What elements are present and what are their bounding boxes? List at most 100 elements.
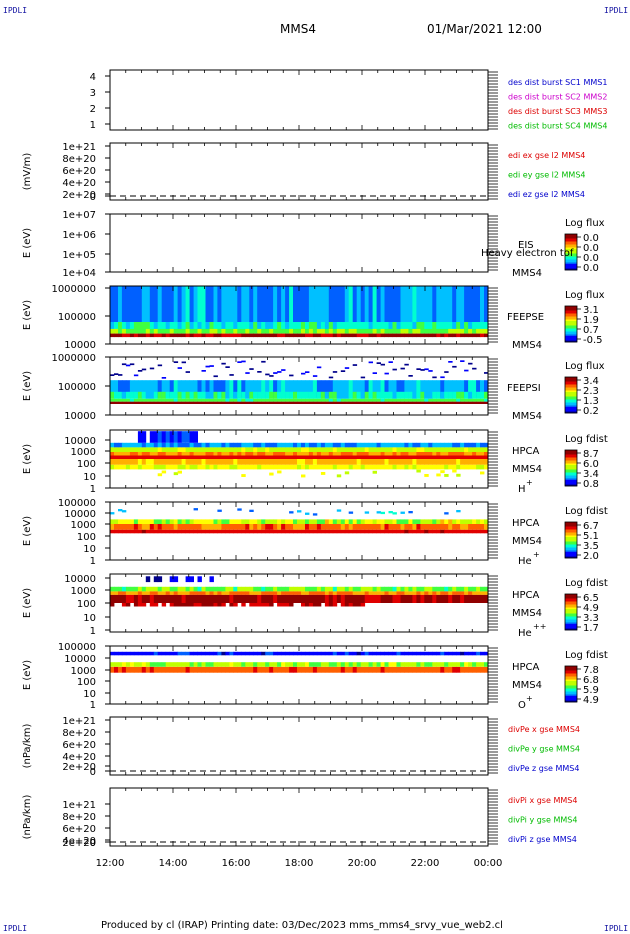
spectrogram-cell <box>308 322 314 329</box>
spectrogram-cell <box>448 401 453 404</box>
spectrogram-cell <box>133 586 139 592</box>
spectrogram-cell <box>161 391 167 399</box>
spectrogram-cell <box>137 603 143 607</box>
spectrogram-cell <box>424 391 429 399</box>
spectrogram-cell <box>213 398 218 402</box>
spacecraft-label: MMS4 <box>512 411 542 422</box>
spectrogram-cell <box>464 519 469 524</box>
spectrogram-cell <box>404 464 409 470</box>
spectrogram-cell <box>460 591 465 595</box>
spectrogram-cell <box>129 286 135 322</box>
spectrogram-cell <box>269 594 274 603</box>
spectrogram-cell <box>324 464 330 470</box>
spectrogram-cell <box>312 594 318 603</box>
corner-label-top-left: IPDLI <box>3 6 28 15</box>
spectrogram-cell <box>408 464 413 470</box>
spectrogram-cell <box>118 401 123 404</box>
spectrogram-cell <box>372 586 377 592</box>
spectrogram-cell <box>281 586 286 592</box>
spectrogram-cell <box>125 455 131 459</box>
spectrogram-cell <box>289 519 294 524</box>
spectrogram-cell <box>281 333 286 338</box>
spectrogram-cell <box>273 452 278 456</box>
spectrogram-cell <box>121 464 127 470</box>
spectrogram-cell <box>396 286 401 322</box>
spectrogram-cell <box>416 455 421 459</box>
colorbar-step <box>565 238 577 241</box>
spectrogram-cell <box>408 519 413 524</box>
spectrogram-cell <box>205 442 210 448</box>
spectrogram-cell <box>388 594 393 603</box>
spectrogram-cell <box>197 391 202 399</box>
spectrogram-cell <box>169 594 175 603</box>
spectrogram-cell <box>153 322 159 329</box>
spectrogram-cell <box>201 519 206 524</box>
spectrogram-cell <box>257 666 262 673</box>
spectrogram-cell <box>289 322 294 329</box>
spectrogram-cell <box>392 447 397 452</box>
spectrogram-cell <box>229 442 234 448</box>
spectrogram-cell <box>289 591 294 595</box>
spectrogram-cell <box>233 442 238 448</box>
spectrogram-cell <box>110 333 115 338</box>
spectrogram-cell <box>293 459 298 465</box>
spectrogram-cell <box>460 464 465 470</box>
spectrogram-cell <box>269 401 274 404</box>
spectrogram-cell <box>237 447 242 452</box>
spectrogram-cell <box>157 529 163 534</box>
spectrogram-cell <box>404 452 409 456</box>
spectrogram-cell <box>249 333 254 338</box>
spectrogram-cell <box>468 586 473 592</box>
spectrogram-cell <box>265 442 270 448</box>
spectrogram-cell <box>133 666 139 673</box>
spectrogram-cell <box>293 666 298 673</box>
spectrogram-cell <box>221 519 226 524</box>
spectrogram-cell <box>476 455 481 459</box>
spectrogram-cell <box>297 442 302 448</box>
colorbar-step <box>565 252 577 254</box>
series-legend-2: des dist burst SC2 MMS2 <box>508 93 607 102</box>
spectrogram-cell <box>432 447 437 452</box>
spectrogram-cell <box>241 442 246 448</box>
spectrogram-cell <box>229 398 234 402</box>
spectrogram-cell <box>400 442 405 448</box>
spectrogram-cell <box>472 447 477 452</box>
spectrogram-cell <box>201 322 206 329</box>
spectrogram-cell <box>452 442 457 448</box>
spectrogram-cell <box>312 591 318 595</box>
spectrogram-cell <box>388 662 393 667</box>
spectrogram-cell <box>404 398 409 402</box>
spectrogram-cell <box>316 442 322 448</box>
spectrogram-cell <box>217 398 222 402</box>
spectrogram-cell <box>352 447 358 452</box>
spectrogram-cell <box>416 464 421 470</box>
spectrogram-cell <box>396 380 401 398</box>
panel-edi-e <box>105 142 498 201</box>
colorbar-tick-label: 4.9 <box>583 695 599 706</box>
spectrogram-cell <box>312 401 318 404</box>
spectrogram-cell <box>320 286 326 322</box>
species-label: He <box>518 556 532 567</box>
spectrogram-cell <box>225 459 230 465</box>
spectrogram-cell <box>277 459 282 465</box>
spectrogram-cell <box>312 666 318 673</box>
spectrogram-cell <box>348 286 354 322</box>
spectrogram-cell <box>277 452 282 456</box>
spectrogram-cell <box>161 328 167 334</box>
spectrogram-cell <box>376 524 381 530</box>
spectrogram-cell <box>165 586 171 592</box>
colorbar-step <box>565 612 577 614</box>
spectrogram-cell <box>173 666 179 673</box>
spectrogram-cell <box>153 464 159 470</box>
spectrogram-cell <box>249 594 254 603</box>
spectrogram-cell <box>301 322 306 329</box>
y-tick-label: 10000 <box>64 654 96 665</box>
spectrogram-cell <box>297 391 302 399</box>
spectrogram-cell <box>118 509 123 512</box>
y-tick-label: 1000000 <box>51 284 96 295</box>
spectrogram-cell <box>245 594 250 603</box>
spectrogram-cell <box>368 452 373 456</box>
spectrogram-cell <box>281 529 286 534</box>
spectrogram-cell <box>205 333 210 338</box>
spectrogram-cell <box>245 286 250 322</box>
